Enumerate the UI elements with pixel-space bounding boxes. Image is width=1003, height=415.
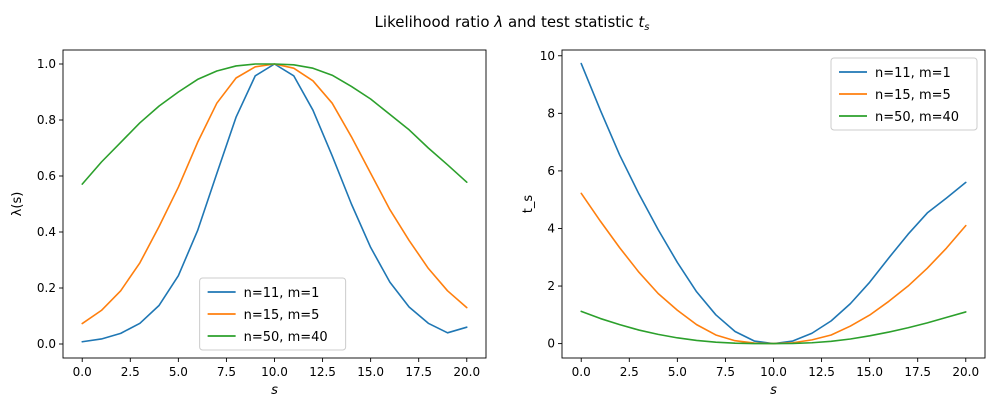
x-tick-label: 12.5 <box>808 365 835 379</box>
x-tick-label: 20.0 <box>453 365 480 379</box>
left-chart-lambda: 0.0 2.5 5.0 7.5 10.0 12.5 15.0 17.5 20.0 0.0 0.2 0.… <box>10 49 487 398</box>
x-tick-label: 7.5 <box>716 365 735 379</box>
legend-box <box>199 277 347 351</box>
y-tick-label: 2 <box>547 279 555 293</box>
legend: n=11, m=1 n=15, m=5 n=50, m=40 <box>199 277 347 351</box>
x-tick-label: 0.0 <box>572 365 591 379</box>
legend-label-1: n=11, m=1 <box>244 286 320 301</box>
x-tick-label: 2.5 <box>121 365 140 379</box>
y-tick-label: 0.4 <box>37 225 56 239</box>
x-tick-label: 15.0 <box>856 365 883 379</box>
legend-label-1: n=11, m=1 <box>875 66 951 81</box>
legend-label-3: n=50, m=40 <box>875 110 959 125</box>
y-axis-label: t_s <box>521 195 536 214</box>
legend-label-2: n=15, m=5 <box>244 308 320 323</box>
x-tick-label: 20.0 <box>952 365 979 379</box>
x-tick-label: 5.0 <box>169 365 188 379</box>
series-line-3 <box>81 63 468 185</box>
y-tick-label: 8 <box>547 106 555 120</box>
legend: n=11, m=1 n=15, m=5 n=50, m=40 <box>830 57 978 131</box>
y-tick-label: 1.0 <box>37 57 56 71</box>
x-axis-label: s <box>271 383 278 398</box>
x-tick-label: 15.0 <box>357 365 384 379</box>
x-tick-label: 10.0 <box>760 365 787 379</box>
x-tick-label: 0.0 <box>73 365 92 379</box>
legend-label-3: n=50, m=40 <box>244 330 328 345</box>
x-tick-label: 5.0 <box>668 365 687 379</box>
y-tick-label: 0 <box>547 337 555 351</box>
y-tick-label: 0.6 <box>37 169 56 183</box>
y-tick-label: 6 <box>547 164 555 178</box>
x-tick-label: 12.5 <box>309 365 336 379</box>
y-tick-label: 10 <box>540 49 555 63</box>
series-line-3 <box>580 310 967 345</box>
y-tick-label: 0.8 <box>37 113 56 127</box>
y-tick-label: 4 <box>547 221 555 235</box>
legend-box <box>830 57 978 131</box>
series-line-2 <box>580 192 967 345</box>
y-tick-label: 0.0 <box>37 337 56 351</box>
x-tick-label: 17.5 <box>904 365 931 379</box>
x-tick-label: 17.5 <box>405 365 432 379</box>
figure-title: Likelihood ratio λ and test statistic ts <box>375 13 650 33</box>
legend-label-2: n=15, m=5 <box>875 88 951 103</box>
x-axis-label: s <box>770 383 777 398</box>
x-tick-label: 2.5 <box>620 365 639 379</box>
x-tick-label: 10.0 <box>261 365 288 379</box>
right-chart-test-statistic: 0.0 2.5 5.0 7.5 10.0 12.5 15.0 17.5 20.0 0 2 4 6 8 10 s… <box>521 49 986 398</box>
y-tick-label: 0.2 <box>37 281 56 295</box>
x-tick-label: 7.5 <box>217 365 236 379</box>
y-axis-label: λ(s) <box>10 192 25 217</box>
